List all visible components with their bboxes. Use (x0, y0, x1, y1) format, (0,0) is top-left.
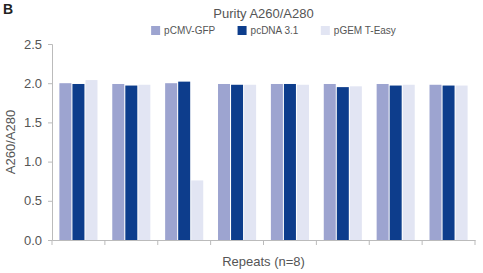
series-bars (72, 82, 454, 240)
y-tick: 2.5 (24, 37, 52, 52)
y-tick: 0.5 (24, 193, 52, 208)
bars (59, 80, 467, 240)
bar (112, 84, 124, 240)
y-axis-line (48, 45, 53, 241)
bar (178, 82, 190, 240)
bar (138, 85, 150, 240)
x-separator (369, 240, 370, 245)
x-axis-title: Repeats (n=8) (222, 254, 305, 269)
y-tick-mark (48, 44, 52, 45)
x-separator (210, 240, 211, 245)
y-tick-label: 2.5 (24, 37, 42, 52)
y-tick: 1.5 (24, 115, 52, 130)
legend-label: pCMV-GFP (164, 25, 215, 36)
bar (218, 84, 230, 240)
bar (337, 87, 349, 240)
y-tick-label: 1.0 (24, 154, 42, 169)
bar (324, 84, 336, 240)
y-tick-mark (48, 162, 52, 163)
y-tick: 2.0 (24, 76, 52, 91)
bar (59, 83, 71, 240)
y-tick-label: 2.0 (24, 76, 42, 91)
legend-item: pcDNA 3.1 (238, 25, 299, 36)
chart: 0.0 0.5 1.0 1.5 2.0 2.5 Repeats (n=8) A260/A280… (0, 0, 483, 273)
legend-item: pGEM T-Easy (321, 25, 396, 36)
legend: pCMV-GFP pcDNA 3.1 pGEM T-Easy (151, 25, 396, 36)
y-tick-mark (48, 83, 52, 84)
legend-swatch (151, 26, 160, 35)
bar (443, 86, 455, 240)
legend-item: pCMV-GFP (151, 25, 215, 36)
bar (297, 85, 309, 240)
bar (390, 86, 402, 240)
y-axis-title: A260/A280 (3, 110, 18, 174)
bar (165, 83, 177, 240)
plot: 0.0 0.5 1.0 1.5 2.0 2.5 (24, 37, 476, 248)
y-tick-mark (48, 240, 52, 241)
x-separator (263, 240, 264, 245)
x-separator (422, 240, 423, 245)
x-separator (316, 240, 317, 245)
bar (456, 86, 468, 240)
x-separator (157, 240, 158, 245)
bar (125, 86, 137, 240)
panel-label: B (3, 1, 13, 17)
y-tick: 0.0 (24, 233, 52, 248)
series-bars (59, 83, 441, 240)
legend-swatch (238, 26, 247, 35)
y-tick-mark (48, 201, 52, 202)
y-tick-label: 0.5 (24, 193, 42, 208)
bar (244, 85, 256, 240)
bar (72, 84, 84, 240)
legend-label: pcDNA 3.1 (251, 25, 299, 36)
y-tick-label: 1.5 (24, 115, 42, 130)
bar (191, 180, 203, 240)
bar (350, 86, 362, 240)
bar (284, 84, 296, 240)
x-separator (475, 240, 476, 245)
bar (85, 80, 97, 240)
y-tick: 1.0 (24, 154, 52, 169)
y-tick-mark (48, 122, 52, 123)
series-bars (85, 80, 467, 240)
y-tick-label: 0.0 (24, 233, 42, 248)
bar (403, 85, 415, 240)
x-separator (104, 240, 105, 245)
legend-label: pGEM T-Easy (334, 25, 396, 36)
bar (271, 84, 283, 240)
bar (430, 85, 442, 240)
bar (231, 85, 243, 240)
x-axis (52, 240, 476, 245)
y-axis: 0.0 0.5 1.0 1.5 2.0 2.5 (24, 37, 53, 248)
title: Purity A260/A280 (213, 6, 313, 21)
x-separator (52, 240, 53, 245)
legend-swatch (321, 26, 330, 35)
bar (377, 84, 389, 240)
